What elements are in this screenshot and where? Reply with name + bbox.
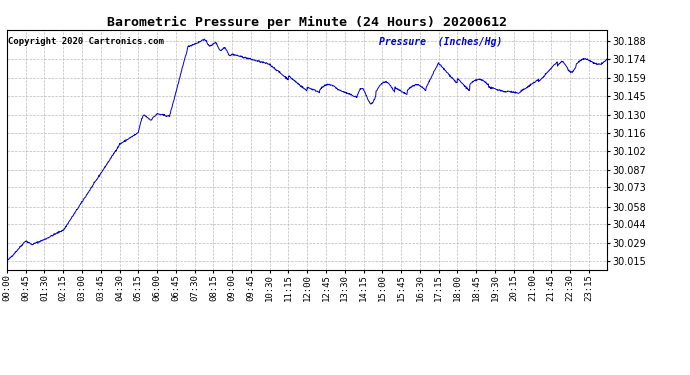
Text: Pressure  (Inches/Hg): Pressure (Inches/Hg)	[379, 37, 502, 47]
Title: Barometric Pressure per Minute (24 Hours) 20200612: Barometric Pressure per Minute (24 Hours…	[107, 16, 507, 29]
Text: Copyright 2020 Cartronics.com: Copyright 2020 Cartronics.com	[8, 37, 164, 46]
